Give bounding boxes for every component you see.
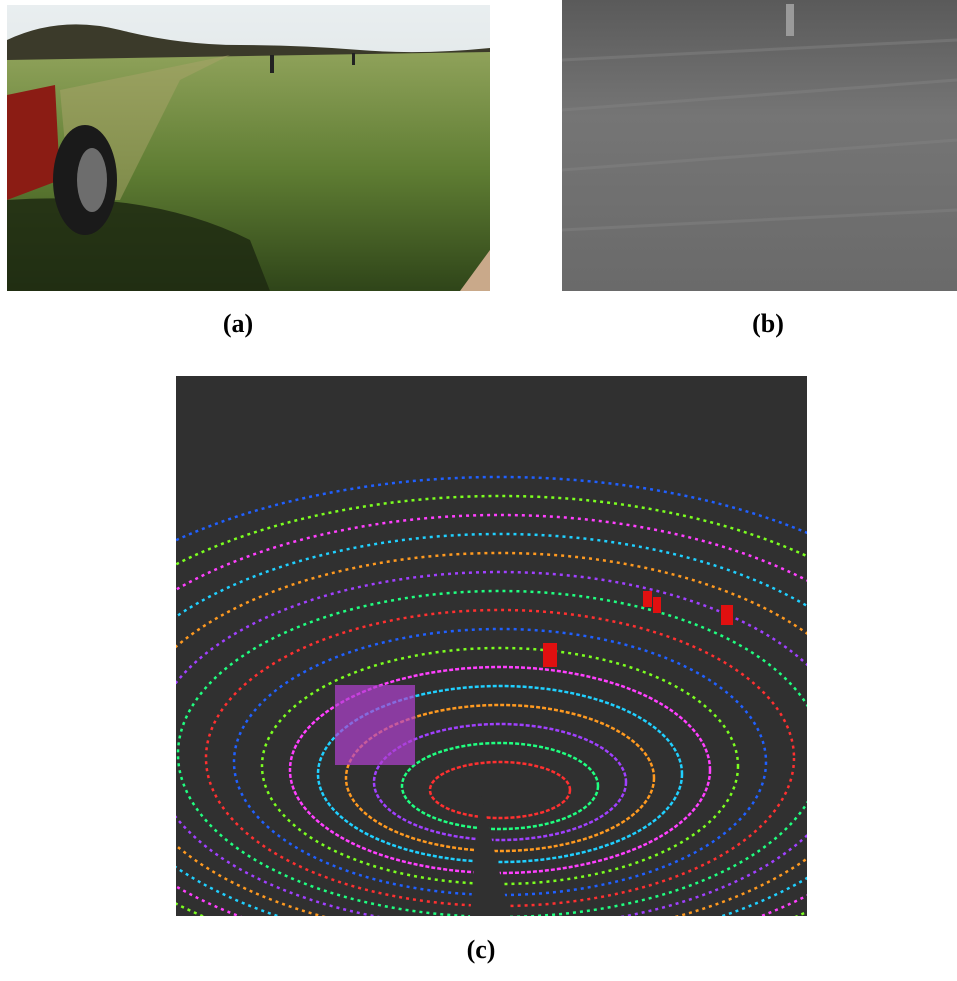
detected-object xyxy=(643,591,652,607)
panel-label: (b) xyxy=(752,309,784,338)
page: (a) (b) (c) (() => { const data = JSON.p… xyxy=(0,0,957,981)
detected-object xyxy=(543,643,557,667)
lidar-view xyxy=(10,376,957,981)
panel-label: (a) xyxy=(223,309,253,338)
figure: (a) (b) (c) xyxy=(0,0,957,981)
point-cluster xyxy=(335,685,415,765)
detected-object xyxy=(653,597,661,613)
photo-gray xyxy=(562,0,957,291)
panel-label: (c) xyxy=(467,935,496,964)
detected-object xyxy=(721,605,733,625)
photo-rgb xyxy=(7,5,490,291)
